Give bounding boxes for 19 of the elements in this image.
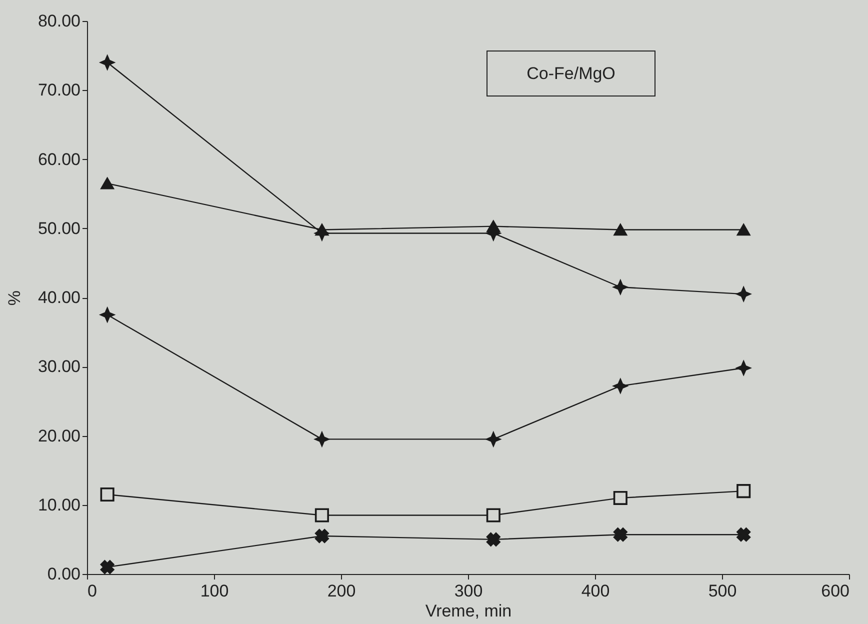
y-tick-label: 20.00 [38,426,80,446]
x-tick-label: 300 [454,582,483,600]
y-tick-label: 60.00 [38,150,80,169]
x-tick-label: 500 [708,582,737,600]
y-tick-label: 10.00 [38,495,80,514]
y-tick-label: 0.00 [47,564,80,584]
annotation: Co-Fe/MgO [526,64,616,83]
x-tick-label: 100 [200,582,229,600]
y-tick-label: 70.00 [38,80,80,100]
x-tick-label: 0 [88,582,97,600]
y-axis-title: % [4,290,24,306]
x-tick-label: 400 [581,582,610,600]
y-tick-label: 50.00 [38,218,80,238]
y-tick-label: 80.00 [38,12,80,30]
x-tick-label: 600 [821,582,850,600]
x-axis-title: Vreme, min [425,602,512,620]
y-tick-label: 40.00 [38,288,80,307]
y-tick-label: 30.00 [38,357,80,376]
x-tick-label: 200 [327,582,356,600]
